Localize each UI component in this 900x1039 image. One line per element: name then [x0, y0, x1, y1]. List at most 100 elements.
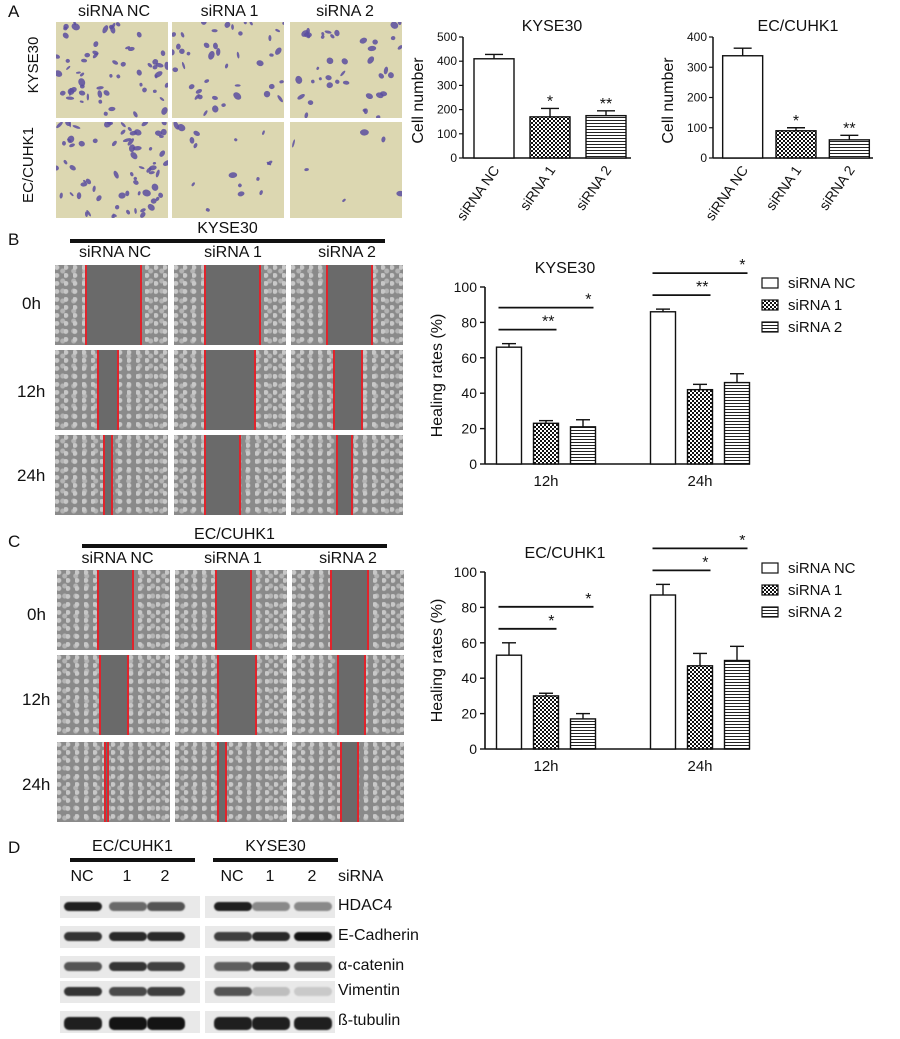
lane-header-sirna: siRNA — [338, 868, 384, 885]
blot-band — [252, 932, 290, 941]
blot-band — [214, 1017, 252, 1030]
wound-edge-line — [337, 655, 339, 735]
wound-edge-line — [250, 570, 252, 650]
legend-swatch — [761, 277, 779, 289]
y-tick-label: 100 — [687, 121, 707, 135]
wound-edge-line — [254, 350, 256, 430]
legend-label: siRNA 1 — [788, 297, 842, 314]
colhdr-b-nc: siRNA NC — [78, 244, 151, 261]
rowlbl-b-0h: 0h — [22, 294, 41, 313]
legend-label: siRNA 2 — [788, 319, 842, 336]
blot-band — [64, 902, 102, 911]
chart-a-ecchuk1: EC/CUHK1 0 100 200 300 400 Cell number siRNA NC… — [660, 18, 873, 223]
wound-gap — [99, 655, 127, 735]
significance-label: * — [585, 591, 591, 608]
protein-label: Vimentin — [338, 982, 400, 999]
y-tick-label: 100 — [454, 564, 478, 580]
wound-image — [175, 742, 287, 822]
wound-edge-line — [351, 435, 353, 515]
wound-image — [174, 350, 286, 430]
legend-swatch — [761, 584, 779, 596]
blot-band — [147, 902, 185, 911]
colhdr-c-1: siRNA 1 — [204, 550, 262, 567]
y-tick-label: 400 — [687, 30, 707, 44]
bar-sirna-nc — [721, 55, 764, 159]
wound-image — [55, 435, 168, 515]
group-line-b — [70, 239, 385, 243]
blot-band — [109, 932, 147, 941]
wound-edge-line — [357, 742, 359, 822]
legend-label: siRNA 2 — [788, 604, 842, 621]
panel-label-a: A — [8, 2, 20, 21]
wound-image — [175, 655, 287, 735]
blot-band — [147, 1017, 185, 1030]
lane-label: NC — [220, 868, 244, 885]
wound-image — [55, 350, 168, 430]
wound-gap — [204, 265, 259, 345]
significance-label: ** — [600, 96, 612, 113]
wound-gap — [215, 570, 250, 650]
group-line-d-kyse30 — [213, 858, 338, 862]
rowlbl-a-ecchuk1: EC/CUHK1 — [20, 127, 37, 203]
invasion-image — [56, 22, 168, 118]
x-category-label: 12h — [533, 758, 558, 775]
blot-strip — [205, 981, 335, 1003]
significance-label: * — [547, 93, 553, 110]
y-tick-label: 0 — [450, 151, 457, 165]
y-tick-label: 200 — [687, 91, 707, 105]
blot-band — [294, 962, 332, 971]
protein-label: E-Cadherin — [338, 927, 419, 944]
wound-edge-line — [97, 570, 99, 650]
bar-12h-sirna-nc — [495, 346, 523, 465]
y-tick-label: 200 — [437, 103, 457, 117]
wound-edge-line — [239, 435, 241, 515]
blot-band — [64, 962, 102, 971]
y-tick-label: 80 — [461, 599, 477, 615]
blot-band — [252, 987, 290, 996]
wound-edge-line — [140, 265, 142, 345]
wound-edge-line — [204, 265, 206, 345]
y-tick-label: 400 — [437, 54, 457, 68]
invasion-image — [290, 122, 402, 218]
blot-band — [109, 1017, 147, 1030]
y-tick-label: 80 — [461, 314, 477, 330]
legend-label: siRNA NC — [788, 560, 856, 577]
y-tick-label: 0 — [700, 151, 707, 165]
significance-label: * — [739, 535, 745, 549]
significance-label: * — [793, 113, 799, 130]
legend-swatch — [761, 606, 779, 618]
bar-12h-sirna-2 — [569, 426, 597, 465]
colhdr-b-2: siRNA 2 — [318, 244, 376, 261]
blot-band — [294, 902, 332, 911]
wound-edge-line — [204, 350, 206, 430]
y-axis-label: Healing rates (%) — [429, 599, 446, 723]
blot-band — [109, 902, 147, 911]
wound-edge-line — [361, 350, 363, 430]
wound-edge-line — [99, 655, 101, 735]
legend-label: siRNA 1 — [788, 582, 842, 599]
blot-strip — [205, 896, 335, 918]
blot-band — [252, 962, 290, 971]
bar-24h-sirna-2 — [723, 381, 751, 465]
x-category-label: 24h — [687, 473, 712, 490]
significance-label: * — [548, 613, 554, 630]
chart-title: KYSE30 — [522, 18, 583, 35]
chart-a-kyse30: KYSE30 0 100 200 300 400 500 Cell number siRNA N… — [410, 18, 631, 223]
chart-title: EC/CUHK1 — [758, 18, 839, 35]
wound-image — [174, 265, 286, 345]
wound-gap — [97, 350, 117, 430]
chart-c-healing-ecchuk1: EC/CUHK1 0 20 40 60 80 100 Healing rates (%) 12h… — [429, 535, 856, 775]
bar-12h-sirna-1 — [532, 695, 560, 750]
wound-edge-line — [215, 570, 217, 650]
wound-gap — [97, 570, 132, 650]
wound-image — [55, 265, 168, 345]
y-tick-label: 100 — [437, 127, 457, 141]
lane-label: NC — [70, 868, 94, 885]
significance-label: ** — [542, 314, 554, 331]
colhdr-a-nc: siRNA NC — [77, 3, 150, 20]
protein-label: HDAC4 — [338, 897, 393, 914]
wound-edge-line — [204, 435, 206, 515]
colhdr-c-2: siRNA 2 — [319, 550, 377, 567]
wound-edge-line — [340, 742, 342, 822]
wound-image — [174, 435, 286, 515]
